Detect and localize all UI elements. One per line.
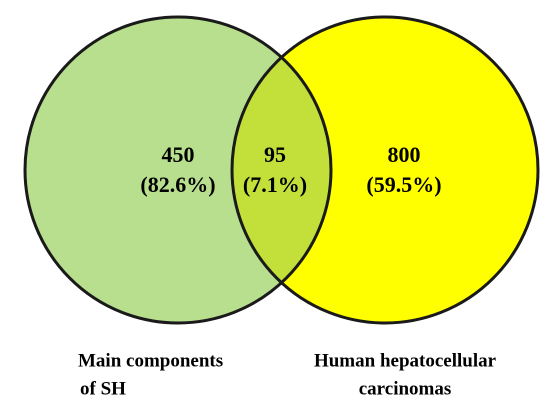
region-count: 800 (388, 142, 421, 167)
right-outline (230, 15, 540, 325)
left-outline (23, 15, 333, 325)
region-count: 95 (264, 142, 286, 167)
set-label: of SH (80, 378, 126, 399)
set-label: Main components (78, 350, 223, 371)
region-percent: (7.1%) (243, 172, 307, 197)
set-label: Human hepatocellular (314, 350, 497, 371)
set-label: carcinomas (359, 378, 452, 399)
region-percent: (82.6%) (140, 172, 215, 197)
intersection (232, 17, 331, 323)
region-percent: (59.5%) (366, 172, 441, 197)
region-count: 450 (162, 142, 195, 167)
